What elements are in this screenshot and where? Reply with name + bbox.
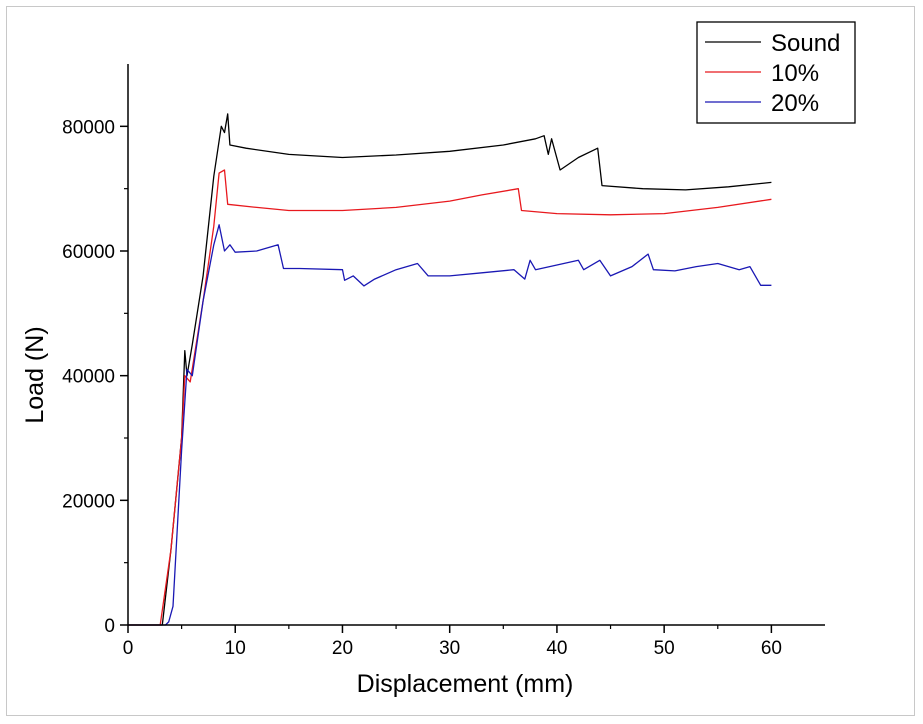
y-tick-label: 40000 [62, 367, 115, 388]
legend-label: 20% [771, 90, 819, 117]
x-tick-label: 10 [225, 638, 246, 659]
figure-frame [6, 6, 915, 716]
series-line-20 [128, 224, 772, 626]
legend-label: Sound [771, 30, 840, 57]
y-tick-label: 0 [104, 616, 115, 637]
y-tick-label: 80000 [62, 117, 115, 138]
series-line-sound [128, 113, 772, 626]
x-axis-title: Displacement (mm) [357, 670, 574, 698]
x-tick-label: 0 [123, 638, 134, 659]
x-tick-label: 60 [761, 638, 782, 659]
ticks: 0 10 20 30 40 50 60 0 20000 40000 60000 80000 [62, 117, 782, 659]
series-line-10 [128, 169, 772, 626]
y-tick-label: 60000 [62, 242, 115, 263]
legend-label: 10% [771, 60, 819, 87]
x-tick-label: 20 [332, 638, 353, 659]
x-tick-label: 30 [439, 638, 460, 659]
y-tick-label: 20000 [62, 491, 115, 512]
x-tick-label: 50 [654, 638, 675, 659]
x-tick-label: 40 [546, 638, 567, 659]
legend: Sound 10% 20% [696, 21, 856, 124]
plot-lines [128, 113, 772, 626]
y-axis-title: Load (N) [21, 326, 49, 423]
axes [127, 64, 825, 626]
